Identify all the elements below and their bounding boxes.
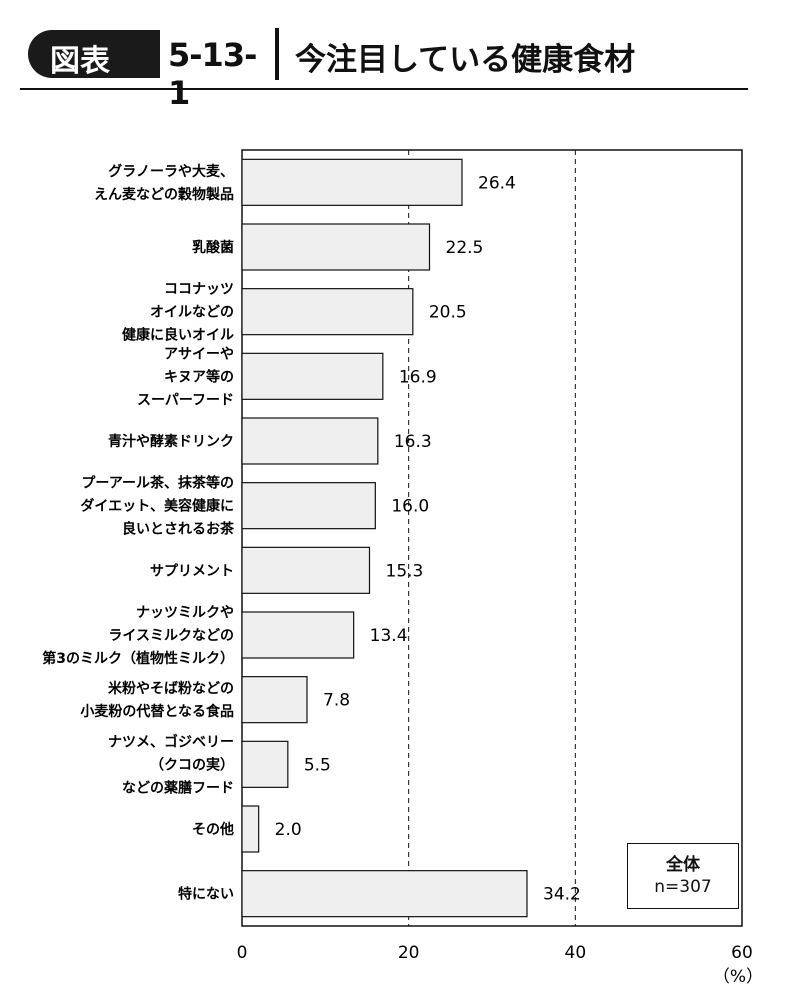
- category-label-9-2: などの薬膳フード: [122, 779, 234, 796]
- bar-0: [241, 158, 463, 206]
- bar-1: [241, 223, 431, 271]
- category-label-0-1: えん麦などの穀物製品: [94, 186, 234, 203]
- category-label-7-1: ライスミルクなどの: [108, 628, 234, 644]
- category-label-7-2: 第3のミルク（植物性ミルク）: [42, 650, 234, 667]
- figure-badge-label: 図表: [50, 44, 110, 79]
- x-tick-label-0: 0: [237, 943, 248, 963]
- category-label-11-0: 特にない: [178, 886, 234, 903]
- bar-6: [241, 546, 371, 594]
- figure-number: 5-13-1: [168, 36, 257, 112]
- category-label-5-0: プーアール茶、抹茶等の: [81, 475, 234, 492]
- category-label-9-1: （クコの実）: [150, 756, 234, 773]
- figure-badge-background: 図表: [28, 30, 160, 79]
- value-label-5: 16.0: [391, 497, 429, 517]
- category-label-3-1: キヌア等の: [164, 368, 234, 385]
- chart-title: 今注目している健康食材: [295, 42, 636, 78]
- figure-header: 図表 5-13-1 今注目している健康食材: [20, 20, 748, 112]
- value-label-7: 13.4: [370, 626, 408, 646]
- category-label-7-0: ナッツミルクや: [136, 605, 234, 621]
- bar-11: [241, 870, 528, 918]
- bar-4: [241, 417, 379, 465]
- plot-frame: [241, 149, 743, 927]
- category-label-2-2: 健康に良いオイル: [122, 327, 234, 344]
- category-label-5-1: ダイエット、美容健康に: [80, 498, 234, 515]
- x-tick-label-2: 40: [565, 943, 587, 963]
- bar-7: [241, 611, 355, 659]
- bar-5: [241, 482, 376, 530]
- value-label-10: 2.0: [275, 820, 302, 840]
- category-label-0-0: グラノーラや大麦、: [108, 163, 234, 180]
- value-label-9: 5.5: [304, 755, 331, 775]
- bar-8: [241, 676, 308, 724]
- category-label-6-0: サプリメント: [150, 563, 234, 579]
- value-label-6: 15.3: [386, 561, 424, 581]
- header-rule: [20, 88, 748, 90]
- bar-10: [241, 805, 260, 853]
- category-label-3-2: スーパーフード: [137, 392, 234, 408]
- value-label-11: 34.2: [543, 885, 581, 905]
- category-label-3-0: アサイーや: [164, 346, 234, 362]
- value-label-2: 20.5: [429, 303, 467, 323]
- category-label-8-0: 米粉やそば粉などの: [108, 680, 234, 697]
- category-label-2-0: ココナッツ: [164, 282, 234, 298]
- x-tick-label-3: 60: [731, 943, 753, 963]
- value-label-4: 16.3: [394, 432, 432, 452]
- category-label-5-2: 良いとされるお茶: [122, 521, 235, 538]
- title-separator: [275, 28, 279, 80]
- value-label-3: 16.9: [399, 367, 437, 387]
- category-label-9-0: ナツメ、ゴジベリー: [108, 733, 234, 750]
- value-label-8: 7.8: [323, 691, 350, 711]
- category-label-4-0: 青汁や酵素ドリンク: [108, 433, 234, 450]
- x-unit-label: （%）: [713, 967, 763, 987]
- bar-2: [241, 288, 414, 336]
- category-label-2-1: オイルなどの: [150, 305, 234, 321]
- bar-3: [241, 352, 384, 400]
- x-tick-label-1: 20: [398, 943, 420, 963]
- category-label-8-1: 小麦粉の代替となる食品: [80, 703, 234, 720]
- bar-9: [241, 740, 289, 788]
- figure-badge: 図表 5-13-1: [28, 30, 263, 112]
- value-label-0: 26.4: [478, 173, 516, 193]
- legend-sample-size: n=307: [654, 877, 712, 897]
- legend-box: 全体 n=307: [627, 843, 739, 909]
- category-label-1-0: 乳酸菌: [192, 239, 234, 256]
- value-label-1: 22.5: [446, 238, 484, 258]
- legend-group-label: 全体: [666, 855, 700, 875]
- category-label-10-0: その他: [192, 821, 234, 838]
